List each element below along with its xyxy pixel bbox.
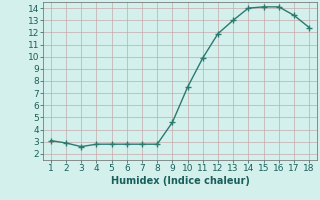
X-axis label: Humidex (Indice chaleur): Humidex (Indice chaleur)	[111, 176, 249, 186]
